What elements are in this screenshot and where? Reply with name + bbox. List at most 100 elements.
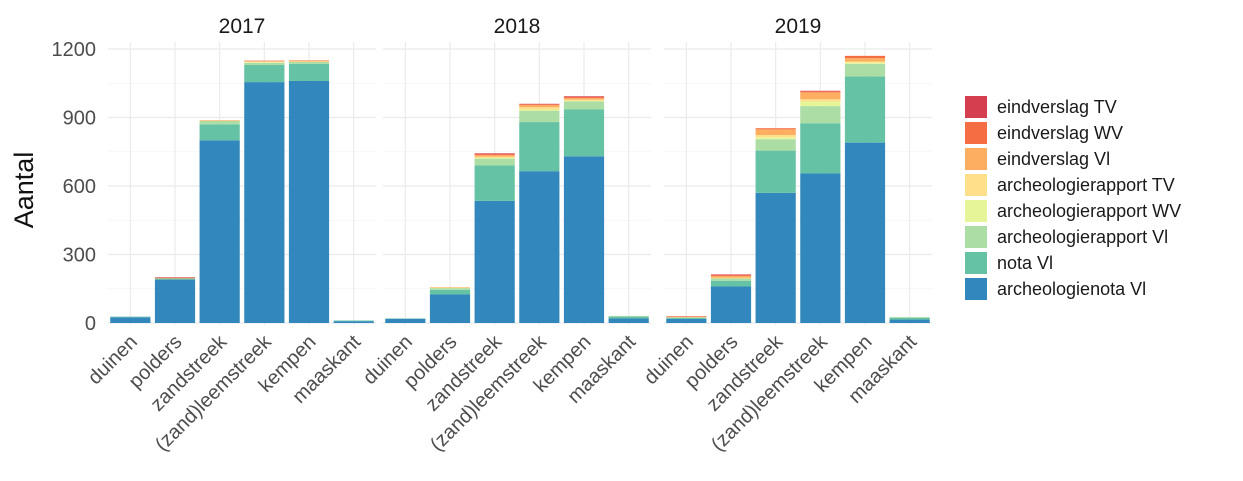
legend-swatch — [965, 278, 987, 300]
legend-label: archeologierapport WV — [997, 200, 1182, 221]
bar-segment — [154, 279, 196, 323]
legend-swatch — [965, 174, 987, 196]
bar-segment — [244, 60, 285, 62]
bar-segment — [563, 100, 605, 102]
bar-segment — [474, 156, 515, 158]
bar-segment — [755, 150, 796, 193]
bar-segment — [519, 110, 560, 123]
bar-stack-polders — [154, 277, 196, 323]
legend-label: eindverslag Vl — [997, 148, 1111, 169]
bar-segment — [429, 289, 471, 295]
bar-stack-maaskant — [889, 317, 930, 323]
legend-item: archeologierapport Vl — [965, 224, 1181, 250]
bar-stack-polders — [429, 287, 471, 323]
legend-item: archeologierapport TV — [965, 172, 1181, 198]
facet-title: 2019 — [775, 15, 822, 38]
bar-segment — [110, 317, 151, 323]
bar-segment — [563, 101, 605, 110]
bar-segment — [710, 274, 752, 275]
bar-segment — [800, 90, 841, 92]
legend-swatch — [965, 148, 987, 170]
bar-segment — [199, 120, 240, 125]
bar-stack-duinen — [666, 316, 707, 323]
bar-segment — [519, 107, 560, 110]
legend-item: eindverslag TV — [965, 94, 1181, 120]
bar-segment — [288, 63, 330, 81]
bar-segment — [288, 80, 330, 323]
bar-segment — [755, 135, 796, 138]
bar-segment — [288, 60, 330, 62]
bar-segment — [844, 61, 886, 63]
bar-segment — [608, 315, 649, 317]
bar-segment — [755, 137, 796, 140]
y-tick-label: 1200 — [52, 39, 97, 61]
y-axis-title: Aantal — [9, 152, 39, 229]
bar-segment — [608, 316, 649, 319]
bar-segment — [385, 318, 426, 319]
legend-item: archeologienota Vl — [965, 276, 1181, 302]
bar-segment — [710, 278, 752, 281]
bar-segment — [844, 63, 886, 77]
bar-segment — [800, 173, 841, 323]
bar-segment — [844, 62, 886, 64]
bar-segment — [666, 318, 707, 323]
facet-panel-2019: 2019duinenpolderszandstreek(zand)leemstr… — [640, 15, 932, 456]
bar-segment — [288, 60, 330, 61]
legend-swatch — [965, 122, 987, 144]
bar-segment — [563, 99, 605, 101]
bar-segment — [889, 319, 930, 323]
bar-segment — [563, 98, 605, 100]
bar-segment — [666, 317, 707, 318]
bar-segment — [755, 128, 796, 130]
bar-segment — [519, 122, 560, 172]
legend-label: nota Vl — [997, 252, 1054, 273]
legend-swatch — [965, 96, 987, 118]
bar-segment — [710, 286, 752, 323]
bar-segment — [333, 321, 374, 323]
bar-segment — [519, 104, 560, 105]
bar-segment — [666, 316, 707, 318]
facet-title: 2017 — [219, 15, 266, 38]
bar-stack-duinen — [385, 318, 426, 323]
bar-segment — [199, 140, 240, 323]
bar-segment — [474, 154, 515, 156]
bar-segment — [666, 317, 707, 319]
bar-segment — [474, 200, 515, 323]
bar-segment — [244, 62, 285, 65]
y-tick-label: 0 — [85, 313, 96, 335]
bar-segment — [844, 142, 886, 323]
bar-segment — [474, 165, 515, 201]
bar-segment — [755, 139, 796, 151]
bar-stack-maaskant — [333, 320, 374, 323]
bar-stack-zandstreek — [755, 128, 796, 323]
bar-stack-zandstreek — [199, 120, 240, 323]
bar-segment — [889, 317, 930, 318]
bar-segment — [429, 287, 471, 289]
bar-segment — [110, 316, 151, 318]
bar-segment — [474, 158, 515, 166]
legend-item: eindverslag WV — [965, 120, 1181, 146]
legend-item: nota Vl — [965, 250, 1181, 276]
legend-label: eindverslag WV — [997, 122, 1124, 143]
bar-segment — [154, 278, 196, 280]
bar-segment — [666, 316, 707, 317]
legend-item: eindverslag Vl — [965, 146, 1181, 172]
bar-segment — [288, 61, 330, 63]
bar-segment — [710, 274, 752, 276]
chart-legend: eindverslag TV eindverslag WV eindverslag … — [965, 94, 1181, 302]
bar-segment — [429, 287, 471, 288]
bar-segment — [244, 61, 285, 62]
bar-segment — [755, 129, 796, 136]
bar-segment — [800, 106, 841, 124]
bar-stack-kempen — [844, 55, 886, 323]
bar-segment — [710, 277, 752, 279]
legend-label: archeologierapport TV — [997, 174, 1175, 195]
bar-segment — [154, 278, 196, 279]
bar-stack-kempen — [288, 60, 330, 323]
y-tick-label: 600 — [63, 176, 96, 198]
bar-stack-maaskant — [608, 315, 649, 323]
bar-segment — [844, 76, 886, 143]
y-tick-label: 900 — [63, 108, 96, 130]
bar-segment — [710, 280, 752, 287]
